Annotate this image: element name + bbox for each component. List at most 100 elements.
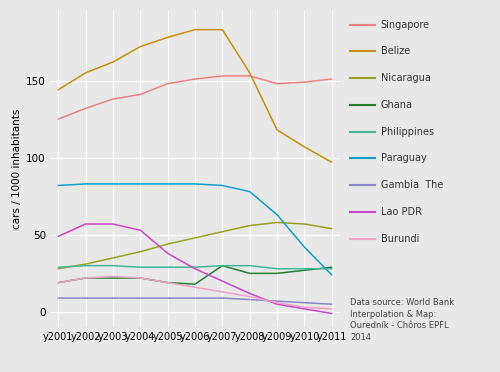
Nicaragua bbox=[274, 220, 280, 225]
Burundi bbox=[164, 280, 170, 285]
Ghana bbox=[220, 263, 226, 268]
Singapore bbox=[164, 81, 170, 86]
Singapore bbox=[329, 77, 335, 81]
Ghana bbox=[329, 265, 335, 269]
Nicaragua bbox=[55, 266, 61, 271]
Lao PDR bbox=[274, 302, 280, 307]
Singapore bbox=[192, 77, 198, 81]
Philippines bbox=[82, 263, 88, 268]
Gambia  The bbox=[110, 296, 116, 300]
Nicaragua bbox=[220, 230, 226, 234]
Philippines bbox=[55, 265, 61, 269]
Gambia  The bbox=[274, 299, 280, 304]
Burundi bbox=[302, 305, 308, 310]
Line: Lao PDR: Lao PDR bbox=[58, 224, 332, 314]
Lao PDR bbox=[192, 266, 198, 271]
Belize bbox=[138, 44, 143, 49]
Text: Nicaragua: Nicaragua bbox=[381, 73, 430, 83]
Burundi bbox=[82, 276, 88, 280]
Nicaragua bbox=[82, 262, 88, 266]
Philippines bbox=[246, 263, 252, 268]
Text: Ghana: Ghana bbox=[381, 100, 413, 110]
Text: Lao PDR: Lao PDR bbox=[381, 207, 422, 217]
Line: Nicaragua: Nicaragua bbox=[58, 222, 332, 269]
Philippines bbox=[274, 266, 280, 271]
Lao PDR bbox=[302, 307, 308, 311]
Ghana bbox=[302, 268, 308, 273]
Philippines bbox=[138, 265, 143, 269]
Singapore bbox=[138, 92, 143, 97]
Nicaragua bbox=[302, 222, 308, 226]
Paraguay bbox=[138, 182, 143, 186]
Burundi bbox=[110, 274, 116, 279]
Philippines bbox=[192, 265, 198, 269]
Text: Paraguay: Paraguay bbox=[381, 154, 426, 163]
Paraguay bbox=[110, 182, 116, 186]
Gambia  The bbox=[246, 297, 252, 302]
Philippines bbox=[220, 263, 226, 268]
Philippines bbox=[110, 263, 116, 268]
Nicaragua bbox=[192, 236, 198, 240]
Belize bbox=[55, 87, 61, 92]
Text: Gambia  The: Gambia The bbox=[381, 180, 443, 190]
Lao PDR bbox=[55, 234, 61, 238]
Line: Singapore: Singapore bbox=[58, 76, 332, 119]
Burundi bbox=[246, 294, 252, 299]
Gambia  The bbox=[192, 296, 198, 300]
Belize bbox=[82, 71, 88, 75]
Lao PDR bbox=[138, 228, 143, 232]
Gambia  The bbox=[302, 301, 308, 305]
Philippines bbox=[164, 265, 170, 269]
Ghana bbox=[164, 280, 170, 285]
Singapore bbox=[110, 97, 116, 101]
Belize bbox=[302, 145, 308, 149]
Line: Ghana: Ghana bbox=[58, 266, 332, 284]
Line: Philippines: Philippines bbox=[58, 266, 332, 269]
Belize bbox=[274, 128, 280, 132]
Text: Philippines: Philippines bbox=[381, 127, 434, 137]
Ghana bbox=[110, 276, 116, 280]
Nicaragua bbox=[138, 250, 143, 254]
Belize bbox=[329, 160, 335, 164]
Lao PDR bbox=[82, 222, 88, 226]
Gambia  The bbox=[82, 296, 88, 300]
Singapore bbox=[82, 106, 88, 110]
Burundi bbox=[55, 280, 61, 285]
Singapore bbox=[220, 74, 226, 78]
Paraguay bbox=[164, 182, 170, 186]
Text: Singapore: Singapore bbox=[381, 20, 430, 29]
Singapore bbox=[55, 117, 61, 121]
Y-axis label: cars / 1000 inhabitants: cars / 1000 inhabitants bbox=[12, 109, 22, 230]
Nicaragua bbox=[329, 227, 335, 231]
Line: Belize: Belize bbox=[58, 30, 332, 162]
Lao PDR bbox=[110, 222, 116, 226]
Line: Paraguay: Paraguay bbox=[58, 184, 332, 275]
Paraguay bbox=[55, 183, 61, 188]
Belize bbox=[110, 60, 116, 64]
Gambia  The bbox=[55, 296, 61, 300]
Lao PDR bbox=[246, 291, 252, 296]
Ghana bbox=[246, 271, 252, 276]
Gambia  The bbox=[220, 296, 226, 300]
Burundi bbox=[274, 301, 280, 305]
Belize bbox=[164, 35, 170, 39]
Text: Burundi: Burundi bbox=[381, 234, 419, 244]
Paraguay bbox=[192, 182, 198, 186]
Lao PDR bbox=[164, 251, 170, 256]
Paraguay bbox=[246, 189, 252, 194]
Ghana bbox=[82, 276, 88, 280]
Nicaragua bbox=[246, 223, 252, 228]
Lao PDR bbox=[220, 279, 226, 283]
Burundi bbox=[138, 276, 143, 280]
Ghana bbox=[55, 280, 61, 285]
Singapore bbox=[274, 81, 280, 86]
Belize bbox=[192, 28, 198, 32]
Burundi bbox=[192, 285, 198, 289]
Nicaragua bbox=[164, 242, 170, 246]
Line: Burundi: Burundi bbox=[58, 276, 332, 309]
Paraguay bbox=[302, 245, 308, 249]
Paraguay bbox=[329, 273, 335, 277]
Burundi bbox=[220, 290, 226, 294]
Ghana bbox=[274, 271, 280, 276]
Singapore bbox=[246, 74, 252, 78]
